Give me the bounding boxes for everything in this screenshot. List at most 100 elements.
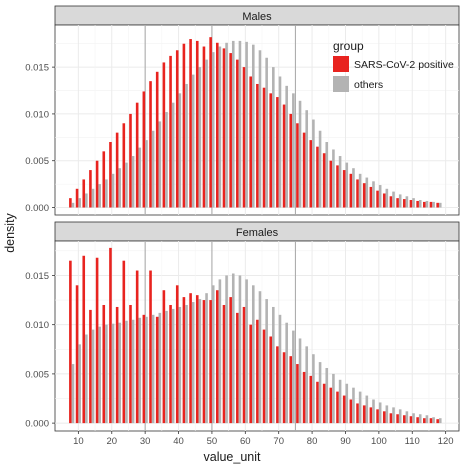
bar-positive: [382, 193, 386, 208]
bar-others: [372, 181, 375, 208]
bar-others: [71, 202, 75, 208]
bar-others: [352, 168, 355, 208]
legend-label-positive: SARS-CoV-2 positive: [354, 59, 454, 71]
bar-others: [191, 302, 195, 424]
bar-positive: [416, 417, 419, 424]
bar-positive: [142, 91, 146, 208]
bar-others: [178, 306, 182, 424]
bar-others: [265, 57, 268, 208]
bar-others: [131, 319, 135, 424]
bar-others: [405, 411, 409, 424]
bar-others: [258, 50, 262, 208]
bar-others: [358, 173, 362, 208]
bar-others: [332, 373, 335, 424]
bar-others: [125, 320, 128, 424]
bar-positive: [236, 59, 239, 208]
bar-positive: [302, 132, 306, 208]
bar-others: [365, 395, 369, 424]
bar-positive: [122, 123, 126, 208]
bar-others: [251, 44, 255, 208]
bar-positive: [429, 201, 433, 208]
bar-others: [171, 308, 175, 424]
bar-others: [325, 142, 329, 208]
bar-others: [425, 415, 429, 424]
legend-title: group: [333, 39, 364, 53]
bar-positive: [342, 395, 346, 424]
bar-positive: [89, 309, 92, 424]
bar-positive: [296, 123, 299, 208]
bar-others: [91, 329, 95, 424]
bar-positive: [175, 285, 179, 424]
bar-others: [285, 322, 288, 424]
bar-positive: [429, 418, 433, 424]
y-tick-label: 0.010: [25, 109, 49, 120]
bar-positive: [336, 165, 339, 208]
bar-positive: [229, 297, 232, 424]
bar-others: [205, 59, 208, 208]
bar-others: [165, 310, 168, 424]
bar-positive: [169, 55, 172, 208]
y-tick-label: 0.015: [25, 271, 49, 282]
bar-others: [205, 293, 208, 424]
bar-others: [358, 391, 362, 424]
bar-others: [312, 119, 315, 208]
x-tick-label: 120: [438, 436, 454, 447]
bar-positive: [82, 179, 86, 208]
bar-positive: [115, 306, 119, 424]
bar-others: [272, 306, 275, 424]
bar-others: [345, 162, 349, 208]
bar-others: [211, 285, 215, 424]
bar-positive: [423, 418, 426, 424]
bar-positive: [396, 414, 399, 424]
x-tick-label: 90: [340, 436, 351, 447]
bar-others: [372, 399, 375, 424]
bar-positive: [129, 304, 132, 424]
bar-positive: [369, 407, 373, 424]
bar-positive: [162, 62, 166, 208]
bar-positive: [95, 257, 99, 424]
bars: [69, 37, 442, 208]
bar-others: [332, 149, 335, 208]
bar-others: [185, 83, 188, 208]
bar-positive: [329, 160, 333, 208]
bar-positive: [282, 104, 286, 208]
bar-others: [392, 191, 395, 208]
bar-positive: [282, 352, 286, 424]
bar-positive: [195, 40, 199, 208]
bar-positive: [416, 200, 419, 208]
bar-others: [111, 323, 115, 424]
bar-others: [238, 275, 242, 424]
bar-positive: [376, 409, 379, 424]
bar-positive: [169, 304, 172, 424]
y-tick-label: 0.005: [25, 156, 49, 167]
bar-positive: [89, 170, 92, 208]
y-axis: 0.000 0.005 0.010 0.015: [25, 271, 55, 430]
bar-positive: [162, 290, 166, 424]
bar-others: [151, 130, 155, 208]
bar-positive: [409, 200, 413, 208]
bar-positive: [376, 190, 379, 208]
bar-positive: [316, 146, 319, 208]
bar-others: [305, 346, 309, 424]
x-tick-label: 30: [140, 436, 151, 447]
bar-others: [178, 93, 182, 208]
y-tick-label: 0.010: [25, 320, 49, 331]
bar-positive: [269, 93, 273, 208]
bar-others: [405, 196, 409, 208]
bar-others: [251, 285, 255, 424]
bar-positive: [402, 415, 406, 424]
bar-others: [138, 147, 142, 208]
bar-others: [158, 312, 162, 424]
bar-others: [91, 188, 95, 208]
bar-positive: [216, 42, 219, 208]
bar-others: [398, 409, 402, 424]
bar-others: [325, 367, 329, 424]
bar-positive: [75, 188, 79, 208]
bar-positive: [362, 405, 366, 424]
bar-others: [218, 279, 222, 424]
bar-others: [265, 299, 268, 424]
bar-positive: [262, 329, 266, 424]
bar-positive: [149, 81, 152, 208]
bar-positive: [349, 173, 353, 208]
bar-positive: [256, 83, 259, 208]
